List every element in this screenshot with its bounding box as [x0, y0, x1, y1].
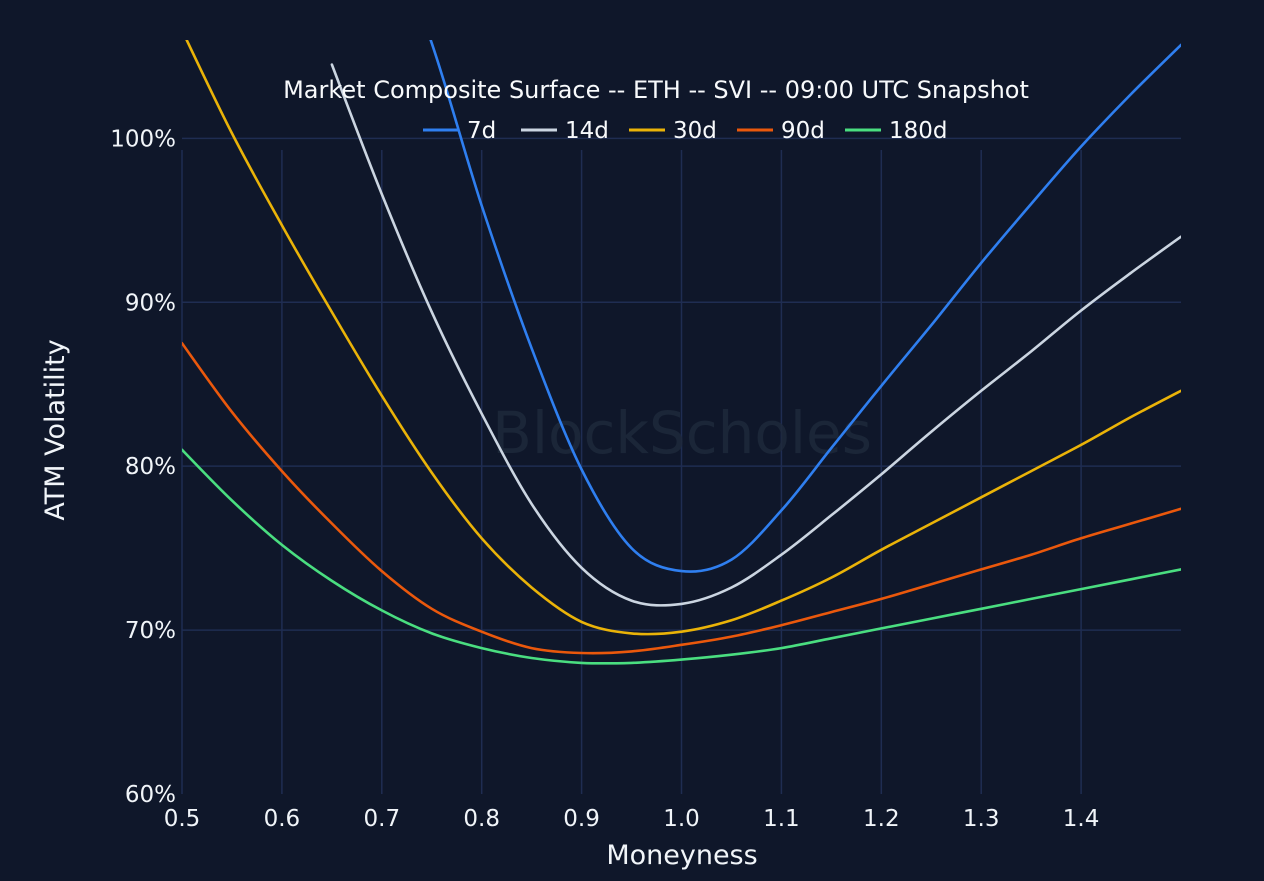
series-line-14d	[330, 63, 1181, 607]
watermark: BlockScholes	[492, 399, 872, 467]
legend-label: 30d	[673, 118, 717, 144]
series-line-30d	[185, 40, 1181, 636]
x-axis-title: Moneyness	[606, 840, 757, 871]
x-tick-label: 0.7	[364, 806, 401, 832]
y-tick-label: 70%	[125, 618, 176, 644]
y-tick-label: 100%	[110, 126, 176, 152]
series-line-7d	[429, 40, 1181, 573]
y-tick-label: 60%	[125, 782, 176, 808]
series-layer	[182, 40, 1181, 665]
legend-label: 180d	[889, 118, 948, 144]
legend-label: 90d	[781, 118, 825, 144]
x-tick-label: 0.9	[563, 806, 600, 832]
x-tick-label: 0.8	[463, 806, 500, 832]
series-line-180d	[182, 448, 1181, 665]
chart-title: Market Composite Surface -- ETH -- SVI -…	[283, 76, 1029, 104]
x-tick-label: 1.0	[663, 806, 700, 832]
y-tick-label: 80%	[125, 454, 176, 480]
x-tick-label: 1.3	[963, 806, 1000, 832]
x-tick-labels: 0.5 0.6 0.7 0.8 0.9 1.0 1.1 1.2 1.3 1.4	[164, 806, 1100, 832]
legend-item-14d[interactable]: 14d	[521, 118, 609, 144]
x-tick-label: 0.5	[164, 806, 201, 832]
legend-item-180d[interactable]: 180d	[845, 118, 948, 144]
y-axis-title: ATM Volatility	[40, 339, 71, 520]
x-tick-label: 1.4	[1063, 806, 1100, 832]
y-tick-label: 90%	[125, 290, 176, 316]
legend-label: 14d	[565, 118, 609, 144]
series-line-90d	[182, 341, 1181, 655]
x-tick-label: 0.6	[264, 806, 301, 832]
legend: 7d 14d 30d 90d 180d	[423, 118, 948, 144]
x-tick-label: 1.1	[763, 806, 800, 832]
legend-item-7d[interactable]: 7d	[423, 118, 496, 144]
legend-label: 7d	[467, 118, 496, 144]
y-tick-labels: 60% 70% 80% 90% 100%	[110, 126, 176, 808]
x-tick-label: 1.2	[863, 806, 900, 832]
legend-item-30d[interactable]: 30d	[629, 118, 717, 144]
legend-item-90d[interactable]: 90d	[737, 118, 825, 144]
